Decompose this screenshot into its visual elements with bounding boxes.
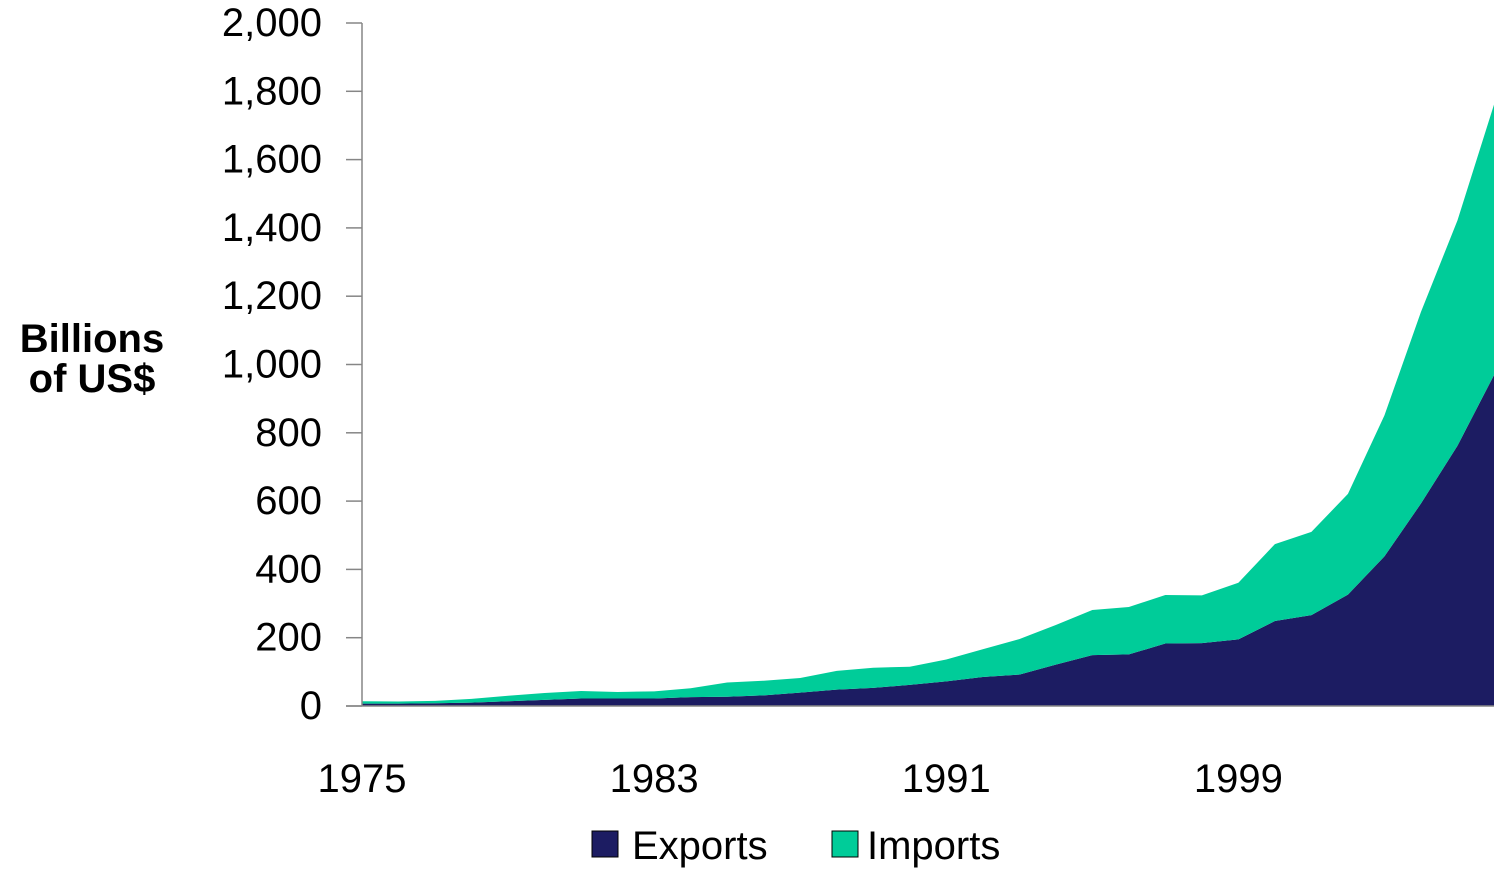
y-tick-label: 1,600 — [222, 138, 322, 182]
y-tick-label: 200 — [255, 616, 322, 660]
legend-label-exports: Exports — [632, 824, 768, 868]
y-tick-label: 400 — [255, 547, 322, 591]
x-ticks-layer: 1975 1983 1991 1999 — [318, 757, 1283, 801]
y-axis-label-line: Billions — [20, 317, 164, 361]
y-tick-label: 1,800 — [222, 69, 322, 113]
y-tick-label: 1,000 — [222, 343, 322, 387]
y-tick-label: 1,400 — [222, 206, 322, 250]
x-tick-label: 1975 — [318, 757, 407, 801]
areas-layer — [362, 104, 1494, 706]
area-series-exports — [362, 375, 1494, 706]
y-axis-label-line: of US$ — [29, 357, 156, 401]
y-tick-label: 0 — [300, 684, 322, 728]
y-tick-label: 600 — [255, 479, 322, 523]
y-ticks-layer: 0 200 400 600 800 1,000 1,200 1,400 1,600 1,800 2,… — [222, 1, 362, 728]
y-tick-label: 2,000 — [222, 1, 322, 45]
legend-swatch-exports — [591, 830, 619, 858]
x-tick-label: 1991 — [902, 757, 991, 801]
legend-swatch-imports — [831, 830, 859, 858]
legend: Exports Imports — [591, 824, 1000, 868]
legend-label-imports: Imports — [867, 824, 1000, 868]
y-tick-label: 800 — [255, 411, 322, 455]
x-tick-label: 1983 — [610, 757, 699, 801]
x-tick-label: 1999 — [1194, 757, 1283, 801]
y-tick-label: 1,200 — [222, 274, 322, 318]
